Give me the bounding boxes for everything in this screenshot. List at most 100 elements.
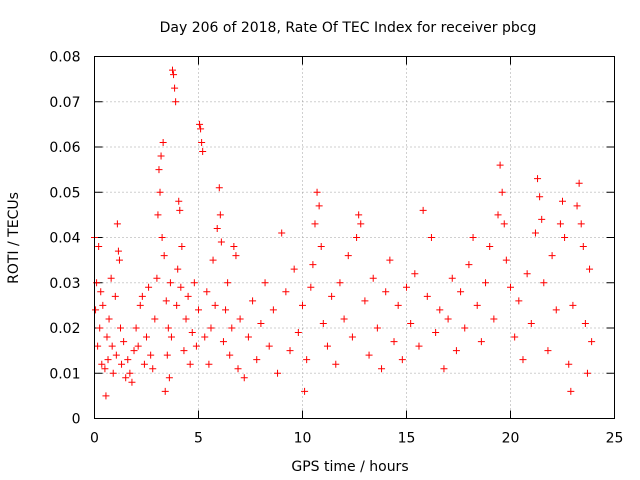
data-point	[309, 261, 317, 269]
data-point	[165, 374, 173, 382]
data-point	[448, 274, 456, 282]
data-point	[407, 319, 415, 327]
data-point	[107, 274, 115, 282]
data-point	[565, 360, 573, 368]
data-point	[113, 220, 121, 228]
data-point	[170, 71, 178, 79]
data-point	[182, 315, 190, 323]
data-point	[96, 324, 104, 332]
data-point	[344, 252, 352, 260]
data-point	[198, 138, 206, 146]
data-point	[332, 360, 340, 368]
data-point	[515, 297, 523, 305]
data-point	[432, 329, 440, 337]
data-point	[274, 369, 282, 377]
data-point	[109, 369, 117, 377]
data-point	[299, 301, 306, 309]
data-point	[180, 347, 188, 355]
data-point	[556, 220, 564, 228]
data-point	[158, 234, 166, 241]
data-point	[482, 279, 490, 287]
data-point	[161, 387, 169, 395]
data-point	[490, 315, 498, 323]
data-point	[153, 274, 161, 282]
data-point	[353, 234, 361, 241]
data-point	[536, 193, 544, 201]
data-point	[540, 279, 548, 287]
data-point	[567, 387, 575, 395]
data-point	[452, 347, 460, 355]
data-point	[224, 279, 232, 287]
data-point	[128, 378, 136, 386]
data-point	[226, 351, 234, 359]
data-point	[120, 338, 128, 346]
data-point	[469, 234, 477, 241]
data-point	[112, 351, 120, 359]
data-point	[473, 301, 481, 309]
data-point	[569, 301, 577, 309]
data-point	[575, 179, 583, 187]
data-point	[261, 279, 269, 287]
data-point	[373, 324, 381, 332]
x-tick-label: 15	[398, 431, 416, 447]
data-point	[184, 292, 192, 300]
data-point	[166, 279, 174, 287]
data-point	[213, 224, 221, 232]
data-point	[105, 315, 113, 323]
data-point	[97, 288, 105, 296]
data-point	[294, 329, 302, 337]
data-point	[436, 306, 444, 314]
data-point	[523, 270, 531, 278]
data-point	[269, 306, 277, 314]
data-point	[99, 301, 107, 309]
data-point	[138, 292, 146, 300]
x-tick-label: 25	[606, 431, 624, 447]
x-tick-label: 10	[294, 431, 312, 447]
data-point	[461, 324, 469, 332]
data-point	[111, 292, 119, 300]
data-point	[313, 188, 321, 196]
data-point	[172, 98, 180, 106]
data-point	[104, 356, 112, 364]
data-point	[155, 166, 163, 174]
data-point	[253, 356, 261, 364]
data-point	[236, 315, 244, 323]
data-point	[222, 306, 230, 314]
data-point	[201, 333, 209, 341]
data-point	[203, 288, 211, 296]
y-tick-label: 0.06	[49, 140, 80, 156]
data-point	[361, 297, 369, 305]
data-point	[307, 283, 315, 291]
data-point	[164, 324, 172, 332]
data-point	[286, 347, 294, 355]
data-point	[154, 211, 162, 219]
data-point	[577, 220, 585, 228]
data-point	[169, 66, 176, 74]
data-point	[122, 374, 130, 382]
data-point	[544, 347, 552, 355]
data-point	[328, 292, 336, 300]
y-tick-label: 0.03	[49, 276, 80, 292]
data-point	[174, 265, 182, 273]
data-point	[143, 333, 150, 341]
data-point	[157, 152, 165, 160]
data-point	[114, 247, 122, 255]
data-point	[561, 234, 569, 241]
data-point	[552, 306, 560, 314]
data-point	[290, 265, 298, 273]
data-point	[186, 360, 194, 368]
x-tick-label: 5	[194, 431, 203, 447]
y-tick-label: 0.02	[49, 321, 80, 337]
data-point	[178, 243, 186, 251]
data-point	[160, 252, 168, 260]
data-points	[91, 66, 596, 400]
data-point	[336, 279, 344, 287]
data-point	[319, 319, 327, 327]
data-point	[534, 175, 542, 183]
data-point	[494, 211, 502, 219]
data-point	[378, 365, 386, 373]
data-point	[440, 365, 448, 373]
data-point	[390, 338, 398, 346]
data-point	[115, 256, 123, 264]
